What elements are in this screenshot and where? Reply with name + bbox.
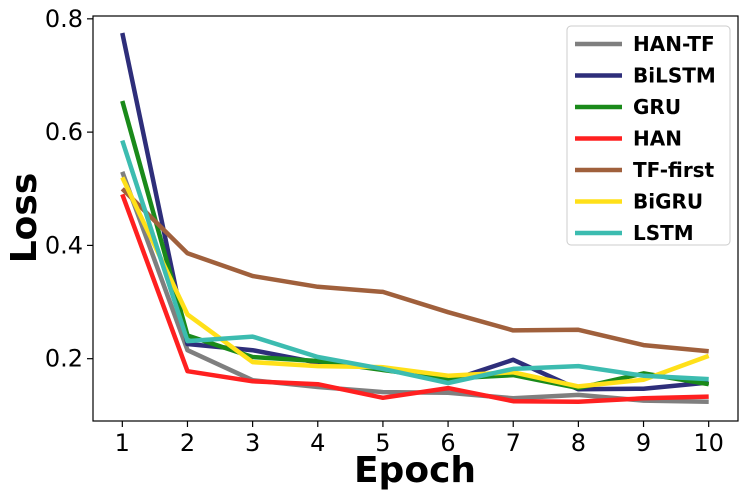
legend-label: HAN-TF bbox=[633, 32, 715, 56]
x-axis: 1 2 3 4 5 6 7 8 9 10 bbox=[115, 421, 724, 457]
x-tick-label: 2 bbox=[180, 429, 195, 457]
y-axis: 0.2 0.4 0.6 0.8 bbox=[45, 5, 93, 373]
legend-label: GRU bbox=[633, 95, 681, 119]
y-tick-label: 0.8 bbox=[45, 5, 83, 33]
series-layer bbox=[120, 32, 710, 404]
x-tick-label: 3 bbox=[245, 429, 260, 457]
x-tick-label: 4 bbox=[310, 429, 325, 457]
x-tick-label: 6 bbox=[440, 429, 455, 457]
x-tick-label: 9 bbox=[636, 429, 651, 457]
series-line-lstm bbox=[120, 139, 709, 386]
y-tick-label: 0.4 bbox=[45, 231, 83, 259]
series-line-tf-first bbox=[120, 187, 709, 354]
x-axis-title: Epoch bbox=[354, 450, 476, 491]
x-tick-label: 5 bbox=[375, 429, 390, 457]
legend-box bbox=[566, 25, 731, 246]
legend-label: BiLSTM bbox=[633, 64, 716, 88]
legend-label: TF-first bbox=[633, 158, 715, 182]
legend-label: LSTM bbox=[633, 221, 694, 245]
plot-frame bbox=[92, 15, 739, 422]
legend-label: HAN bbox=[633, 127, 682, 151]
x-tick-label: 8 bbox=[571, 429, 586, 457]
legend: HAN-TF BiLSTM GRU HAN TF-first BiGRU LSTM bbox=[566, 25, 731, 246]
series-line-han bbox=[120, 193, 709, 404]
x-tick-label: 1 bbox=[115, 429, 130, 457]
x-tick-label: 7 bbox=[506, 429, 521, 457]
legend-label: BiGRU bbox=[633, 190, 703, 214]
x-tick-label: 10 bbox=[693, 429, 724, 457]
y-tick-label: 0.6 bbox=[45, 118, 83, 146]
y-axis-title: Loss bbox=[4, 173, 45, 264]
y-tick-label: 0.2 bbox=[45, 345, 83, 373]
